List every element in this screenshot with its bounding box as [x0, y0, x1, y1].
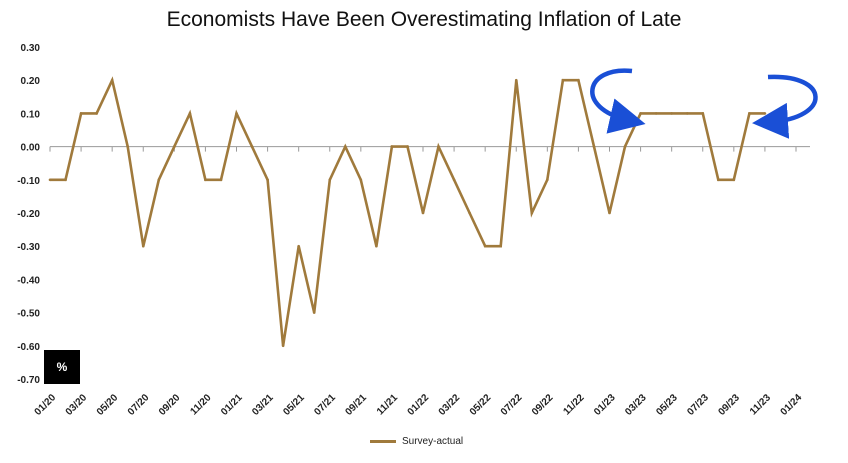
data-point: [670, 112, 673, 115]
x-tick-label: 01/20: [33, 392, 59, 418]
data-point: [141, 244, 145, 248]
data-point: [499, 244, 503, 248]
x-tick-label: 07/23: [685, 392, 711, 418]
data-point: [390, 145, 394, 148]
data-point: [468, 211, 471, 215]
y-tick-label: -0.20: [17, 209, 40, 220]
x-tick-label: 05/20: [95, 392, 121, 418]
x-tick-label: 03/21: [250, 392, 276, 418]
y-tick-label: 0.30: [21, 43, 41, 54]
data-point: [281, 344, 285, 348]
x-tick-label: 05/21: [281, 392, 307, 418]
data-point: [701, 112, 705, 115]
x-tick-label: 01/22: [406, 392, 432, 418]
data-point: [716, 178, 720, 182]
x-tick-label: 01/23: [592, 392, 618, 418]
x-tick-label: 05/22: [468, 392, 494, 418]
data-point: [48, 178, 52, 182]
x-tick-label: 07/22: [499, 392, 525, 418]
data-point: [157, 178, 161, 182]
x-tick-label: 01/24: [779, 392, 805, 418]
data-point: [328, 178, 332, 182]
y-tick-label: -0.70: [17, 375, 40, 386]
y-tick-label: -0.60: [17, 342, 40, 353]
data-point: [546, 178, 549, 182]
data-point: [732, 178, 736, 182]
data-point: [592, 145, 596, 148]
data-point: [748, 112, 751, 115]
data-point: [250, 145, 254, 148]
series-line: [50, 76, 765, 347]
x-tick-label: 07/21: [312, 392, 338, 418]
unit-label-box: %: [44, 350, 80, 384]
y-tick-label: 0.20: [21, 76, 41, 87]
legend-swatch: [370, 440, 396, 443]
y-tick-label: 0.10: [21, 109, 41, 120]
data-point: [763, 112, 767, 115]
data-point: [173, 145, 176, 148]
x-tick-label: 11/20: [188, 392, 213, 417]
data-point: [375, 244, 378, 248]
y-tick-label: -0.30: [17, 242, 40, 253]
data-point: [514, 78, 518, 82]
x-tick-label: 09/23: [716, 392, 742, 418]
data-point: [359, 178, 363, 182]
data-point: [483, 244, 487, 248]
data-point: [204, 178, 207, 182]
data-point: [406, 145, 409, 148]
y-tick-label: -0.50: [17, 309, 40, 320]
x-tick-label: 03/20: [64, 392, 90, 418]
data-point: [343, 145, 347, 148]
data-point: [639, 112, 642, 115]
data-point: [95, 112, 98, 115]
x-tick-label: 03/22: [437, 392, 463, 418]
annotation-arrows: [590, 68, 818, 139]
y-tick-label: -0.10: [17, 176, 40, 187]
data-point: [126, 145, 130, 148]
data-point: [64, 178, 67, 182]
x-tick-label: 11/23: [748, 392, 773, 417]
data-point: [577, 78, 580, 82]
data-point: [421, 211, 425, 215]
curved-arrow-icon: [590, 68, 646, 134]
x-tick-label: 09/20: [157, 392, 183, 418]
data-point: [266, 178, 269, 182]
x-tick-label: 07/20: [126, 392, 152, 418]
data-point: [235, 112, 238, 115]
data-point: [452, 178, 456, 182]
curved-arrow-icon: [752, 74, 818, 139]
x-tick-label: 09/21: [343, 392, 369, 418]
data-point: [685, 112, 689, 115]
x-tick-label: 09/22: [530, 392, 556, 418]
x-tick-label: 03/23: [623, 392, 649, 418]
x-tick-label: 05/23: [654, 392, 680, 418]
y-tick-label: -0.40: [17, 275, 40, 286]
data-point: [79, 112, 83, 115]
legend: Survey-actual: [370, 436, 463, 447]
chart-title: Economists Have Been Overestimating Infl…: [166, 8, 682, 31]
y-tick-label: 0.00: [21, 143, 41, 154]
x-tick-label: 11/21: [375, 392, 400, 417]
data-point: [297, 244, 300, 248]
data-point: [623, 145, 627, 148]
y-axis-ticks: 0.30 0.20 0.10 0.00 -0.10 -0.20 -0.30 -0.40 -0.5…: [17, 43, 40, 386]
data-point: [312, 311, 316, 314]
data-point: [437, 145, 440, 148]
data-point: [110, 78, 114, 82]
data-point: [608, 211, 611, 215]
x-axis-ticks: 01/20 03/20 05/20 07/20 09/20 11/20 01/21 03/21…: [33, 146, 805, 418]
x-tick-label: 01/21: [219, 392, 245, 418]
data-point: [654, 112, 658, 115]
data-point: [188, 112, 192, 115]
data-point: [561, 78, 565, 82]
series-layer: [48, 76, 767, 348]
legend-label: Survey-actual: [402, 436, 464, 447]
data-point: [530, 211, 534, 215]
x-tick-label: 11/22: [561, 392, 586, 417]
data-point: [219, 178, 223, 182]
